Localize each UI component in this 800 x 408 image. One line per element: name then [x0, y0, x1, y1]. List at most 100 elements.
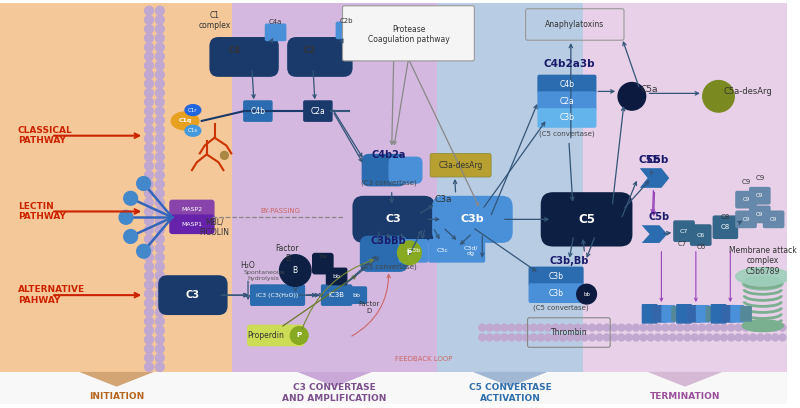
Circle shape: [145, 24, 154, 33]
Circle shape: [145, 61, 154, 70]
Text: C5a-desArg: C5a-desArg: [724, 87, 772, 96]
Circle shape: [589, 324, 595, 331]
Circle shape: [728, 334, 734, 341]
Text: (C3 convertase): (C3 convertase): [361, 180, 417, 186]
Circle shape: [772, 334, 778, 341]
Text: iC3 (C3(H₂O)): iC3 (C3(H₂O)): [257, 293, 298, 297]
Circle shape: [713, 324, 720, 331]
Text: C6: C6: [697, 233, 705, 237]
FancyBboxPatch shape: [706, 306, 718, 322]
Circle shape: [145, 253, 154, 262]
Circle shape: [640, 324, 646, 331]
Circle shape: [155, 98, 164, 106]
Circle shape: [654, 324, 662, 331]
Circle shape: [145, 70, 154, 79]
Polygon shape: [473, 372, 548, 387]
Bar: [232, 3, 437, 372]
Circle shape: [640, 334, 646, 341]
Text: C2a: C2a: [559, 97, 574, 106]
Circle shape: [757, 324, 764, 331]
Circle shape: [145, 189, 154, 198]
Circle shape: [566, 334, 574, 341]
FancyBboxPatch shape: [529, 283, 584, 303]
Text: Membrane attack
complex
C5b6789: Membrane attack complex C5b6789: [729, 246, 797, 275]
FancyBboxPatch shape: [735, 191, 757, 208]
Circle shape: [691, 324, 698, 331]
Circle shape: [155, 79, 164, 88]
Circle shape: [764, 324, 771, 331]
Circle shape: [155, 271, 164, 280]
Circle shape: [155, 143, 164, 152]
Circle shape: [566, 324, 574, 331]
Circle shape: [155, 24, 164, 33]
Circle shape: [530, 324, 537, 331]
Circle shape: [589, 334, 595, 341]
Text: C1q: C1q: [178, 118, 192, 124]
Polygon shape: [642, 225, 667, 243]
Circle shape: [721, 324, 727, 331]
Circle shape: [698, 334, 706, 341]
FancyBboxPatch shape: [430, 153, 491, 177]
Text: C2b: C2b: [340, 18, 353, 24]
Text: iC3B: iC3B: [329, 292, 345, 298]
Text: MASP2: MASP2: [182, 207, 202, 212]
Circle shape: [552, 334, 559, 341]
FancyBboxPatch shape: [342, 6, 474, 61]
Text: Factor
D: Factor D: [358, 302, 380, 315]
Circle shape: [596, 324, 603, 331]
FancyBboxPatch shape: [326, 268, 347, 285]
FancyBboxPatch shape: [360, 236, 408, 272]
Text: C2a: C2a: [310, 106, 326, 115]
FancyBboxPatch shape: [398, 239, 428, 263]
Circle shape: [508, 334, 515, 341]
FancyBboxPatch shape: [710, 304, 726, 324]
Circle shape: [155, 299, 164, 308]
FancyBboxPatch shape: [265, 24, 286, 41]
Circle shape: [545, 324, 552, 331]
Text: bb: bb: [352, 293, 360, 297]
Circle shape: [494, 324, 500, 331]
Bar: [437, 3, 582, 372]
Bar: [0, 3, 232, 372]
Circle shape: [145, 43, 154, 52]
Text: ALTERNATIVE
PAHWAY: ALTERNATIVE PAHWAY: [18, 286, 85, 305]
Circle shape: [145, 262, 154, 271]
Text: C4: C4: [228, 46, 240, 55]
Circle shape: [137, 177, 150, 191]
Text: C3b: C3b: [461, 214, 484, 224]
FancyBboxPatch shape: [303, 100, 333, 122]
Circle shape: [698, 324, 706, 331]
Polygon shape: [298, 372, 372, 387]
FancyBboxPatch shape: [210, 37, 278, 77]
Circle shape: [145, 171, 154, 180]
Text: C5b: C5b: [638, 155, 661, 165]
Circle shape: [145, 52, 154, 61]
FancyBboxPatch shape: [713, 215, 738, 239]
Circle shape: [669, 324, 676, 331]
Circle shape: [779, 334, 786, 341]
Polygon shape: [79, 372, 154, 387]
Text: C3 CONVERTASE
AND AMPLIFICATION: C3 CONVERTASE AND AMPLIFICATION: [282, 383, 387, 403]
FancyBboxPatch shape: [749, 206, 770, 223]
Circle shape: [145, 153, 154, 161]
FancyBboxPatch shape: [674, 220, 695, 242]
Circle shape: [515, 324, 522, 331]
Circle shape: [633, 334, 639, 341]
FancyBboxPatch shape: [687, 305, 701, 323]
Text: C3b: C3b: [549, 288, 563, 298]
Circle shape: [626, 334, 632, 341]
FancyBboxPatch shape: [529, 266, 584, 286]
Ellipse shape: [185, 125, 201, 136]
Circle shape: [702, 80, 734, 112]
Circle shape: [145, 125, 154, 134]
FancyBboxPatch shape: [250, 284, 305, 306]
Circle shape: [155, 107, 164, 115]
Polygon shape: [640, 168, 670, 188]
Circle shape: [155, 171, 164, 180]
Text: MASP1: MASP1: [182, 222, 202, 227]
Circle shape: [145, 299, 154, 308]
FancyBboxPatch shape: [287, 37, 353, 77]
Text: C1s: C1s: [188, 128, 198, 133]
Circle shape: [155, 162, 164, 171]
Circle shape: [145, 198, 154, 207]
